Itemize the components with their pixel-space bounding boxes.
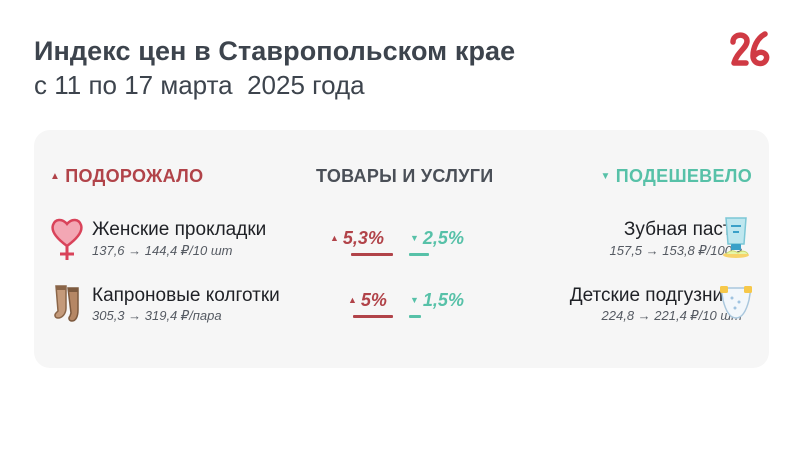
falling-item-detail: 224,8 → 221,4 ₽/10 шт	[601, 308, 742, 323]
rising-change-label: ▲ 5,3%	[330, 228, 384, 248]
socks-icon	[54, 285, 79, 322]
rising-item-name: Капроновые колготки	[92, 285, 280, 306]
brand-logo	[730, 31, 770, 67]
diaper-icon	[720, 286, 752, 319]
falling-item-detail: 157,5 → 153,8 ₽/100 г	[609, 243, 743, 258]
venus-symbol-icon	[51, 218, 83, 260]
column-header-price-down: ▼ ПОДЕШЕВЕЛО	[600, 166, 752, 186]
falling-item-name: Зубная паста	[623, 219, 742, 240]
triangle-up-icon: ▲	[330, 233, 339, 243]
rising-item-detail: 137,6 → 144,4 ₽/10 шт	[92, 243, 233, 258]
column-header-price-up: ▲ ПОДОРОЖАЛО	[50, 166, 204, 186]
toothpaste-icon	[723, 217, 749, 258]
falling-change-label: ▼ 2,5%	[410, 228, 464, 248]
falling-change-label: ▼ 1,5%	[410, 290, 464, 310]
rising-change-bar	[353, 315, 393, 318]
falling-change-bar	[409, 315, 421, 318]
rising-change-bar	[351, 253, 393, 256]
page-subtitle: с 11 по 17 марта 2025 года	[34, 70, 365, 100]
falling-change-bar	[409, 253, 429, 256]
rising-item-detail: 305,3 → 319,4 ₽/пара	[92, 308, 222, 323]
triangle-down-icon: ▼	[410, 233, 419, 243]
triangle-down-icon: ▼	[410, 295, 419, 305]
column-header-goods: ТОВАРЫ И УСЛУГИ	[316, 166, 494, 186]
rising-item-name: Женские прокладки	[92, 219, 267, 240]
triangle-up-icon: ▲	[348, 295, 357, 305]
page-title: Индекс цен в Ставропольском крае	[34, 36, 516, 66]
triangle-down-icon: ▼	[600, 171, 611, 182]
triangle-up-icon: ▲	[50, 171, 61, 182]
rising-change-label: ▲ 5%	[348, 290, 387, 310]
price-index-card	[34, 130, 769, 368]
falling-item-name: Детские подгузники	[569, 285, 742, 306]
